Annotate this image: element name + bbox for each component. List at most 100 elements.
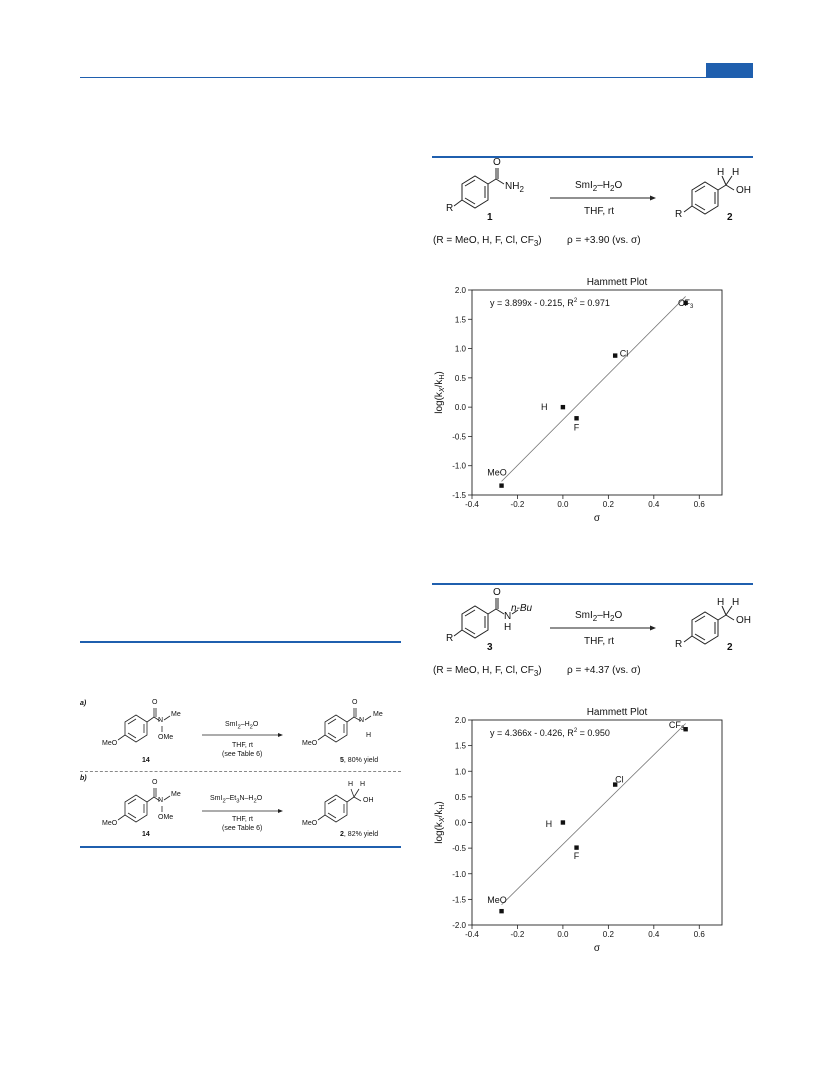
benzene-ring-a-product bbox=[317, 708, 372, 743]
point-label: CF3 bbox=[678, 298, 694, 310]
plot-frame bbox=[471, 289, 723, 496]
x-tick-label: 0.6 bbox=[694, 500, 706, 509]
x-tick-label: 0.0 bbox=[557, 930, 569, 939]
point-label-text: MeO bbox=[487, 895, 507, 905]
reagent-end: O bbox=[256, 795, 263, 802]
scheme2-conditions: THF, rt bbox=[584, 636, 614, 647]
ylabel-pre: log(k bbox=[434, 821, 445, 844]
a-o: O bbox=[152, 699, 158, 706]
y-tick-label: 0.0 bbox=[455, 403, 467, 412]
a-me: Me bbox=[171, 711, 181, 718]
x-tick-label: -0.2 bbox=[511, 500, 525, 509]
chart-title: Hammett Plot bbox=[587, 707, 648, 718]
r-list-end: ) bbox=[538, 665, 542, 676]
reagent-tail: N–H bbox=[239, 795, 254, 802]
a-compound-14: 14 bbox=[142, 757, 150, 764]
x-tick-label: 0.2 bbox=[603, 930, 615, 939]
reagent-sub: 2 bbox=[222, 798, 226, 805]
x-tick-label: 0.4 bbox=[648, 500, 660, 509]
x-tick-label: 0.4 bbox=[648, 930, 660, 939]
a-prod-o: O bbox=[352, 699, 358, 706]
data-point bbox=[612, 782, 618, 787]
benzene-ring-b-start bbox=[117, 788, 171, 823]
ylabel-mid: /k bbox=[434, 379, 445, 388]
a-n: N bbox=[158, 717, 164, 724]
scheme1-h2: H bbox=[732, 167, 740, 178]
prod-num: 2 bbox=[340, 831, 344, 838]
scheme2-rho: ρ = +4.37 (vs. σ) bbox=[567, 665, 641, 676]
scheme3-a-label: a) bbox=[80, 700, 87, 707]
scheme2-r-list: (R = MeO, H, F, Cl, CF3) bbox=[433, 665, 542, 678]
scheme1-compound-1: 1 bbox=[487, 212, 493, 223]
fit-line bbox=[501, 296, 686, 482]
reagent-sub3: 2 bbox=[253, 798, 257, 805]
y-tick-label: 2.0 bbox=[455, 286, 467, 295]
r-list-text: (R = MeO, H, F, Cl, CF bbox=[433, 665, 534, 676]
y-tick-label: -1.5 bbox=[452, 491, 466, 500]
reagent-mid: –Et bbox=[225, 795, 237, 802]
b-n: N bbox=[158, 797, 164, 804]
reagent-sub2: 2 bbox=[249, 724, 253, 731]
reagent-sub: 2 bbox=[237, 724, 241, 731]
scheme1-r-prod: R bbox=[675, 209, 683, 220]
b-me: Me bbox=[171, 791, 181, 798]
b-see: (see Table 6) bbox=[222, 825, 263, 832]
scheme2-nh-h: H bbox=[504, 622, 512, 633]
data-point bbox=[683, 300, 688, 306]
y-tick-label: -0.5 bbox=[452, 432, 466, 441]
fit-equation: y = 3.899x - 0.215, R2 = 0.971 bbox=[490, 298, 610, 308]
reagent-tail: –H bbox=[240, 721, 250, 728]
point-label: F bbox=[574, 423, 580, 433]
benzene-ring-b-product bbox=[317, 788, 362, 823]
ylabel-pre: log(k bbox=[434, 391, 445, 414]
reagent-end: O bbox=[252, 721, 259, 728]
scheme3-top-rule bbox=[80, 641, 401, 643]
scheme1-r: R bbox=[446, 203, 454, 214]
point-label: CF3 bbox=[669, 720, 685, 732]
a-prod-yield: 5, 80% yield bbox=[340, 757, 378, 764]
scheme3-divider bbox=[80, 771, 401, 772]
a-ome: OMe bbox=[158, 734, 174, 741]
point-label-text: F bbox=[574, 851, 580, 861]
b-prod-h2: H bbox=[360, 781, 366, 788]
b-prod-h1: H bbox=[348, 781, 354, 788]
header-rule bbox=[80, 77, 753, 78]
scheme1-nh2: NH2 bbox=[505, 181, 524, 194]
b-reagent: SmI2–Et3N–H2O bbox=[210, 795, 262, 804]
y-tick-label: 1.5 bbox=[455, 742, 467, 751]
y-tick-label: 0.5 bbox=[455, 374, 467, 383]
reaction-arrow bbox=[550, 625, 656, 631]
equation-sup: 2 bbox=[574, 728, 578, 734]
scheme1-conditions: THF, rt bbox=[584, 206, 614, 217]
r-list-text: (R = MeO, H, F, Cl, CF bbox=[433, 235, 534, 246]
a-meo: MeO bbox=[102, 740, 118, 747]
reagent-smi: SmI bbox=[575, 610, 593, 621]
scheme2-reagent: SmI2–H2O bbox=[575, 610, 622, 623]
scheme2-r-prod: R bbox=[675, 639, 683, 650]
prod-num: 5 bbox=[340, 757, 344, 764]
reagent-sub: 2 bbox=[592, 184, 598, 193]
scheme2-h1: H bbox=[717, 597, 725, 608]
y-axis-label: log(kX/kH) bbox=[434, 801, 446, 844]
data-point bbox=[683, 727, 688, 732]
equation-sup: 2 bbox=[574, 298, 578, 304]
scheme2-structures bbox=[453, 598, 735, 645]
y-tick-label: 1.0 bbox=[455, 767, 467, 776]
scheme2-n: N bbox=[504, 611, 512, 622]
scheme2-r: R bbox=[446, 633, 454, 644]
data-point bbox=[499, 908, 504, 914]
prod-yield: , 82% yield bbox=[343, 831, 379, 838]
equation-text: y = 4.366x - 0.426, R bbox=[490, 728, 574, 738]
point-label-text: CF bbox=[678, 298, 690, 308]
scheme1-oh: OH bbox=[736, 185, 751, 196]
ylabel-end: ) bbox=[434, 371, 445, 374]
point-label: Cl bbox=[620, 348, 629, 358]
x-axis-label: σ bbox=[594, 943, 601, 954]
data-point bbox=[560, 820, 566, 825]
scheme3-structures bbox=[117, 708, 372, 823]
data-point bbox=[499, 483, 504, 488]
scheme1-rule bbox=[432, 156, 753, 158]
point-label-sub: 3 bbox=[690, 304, 694, 310]
x-tick-label: -0.4 bbox=[465, 500, 479, 509]
y-axis-label: log(kX/kH) bbox=[434, 371, 446, 414]
